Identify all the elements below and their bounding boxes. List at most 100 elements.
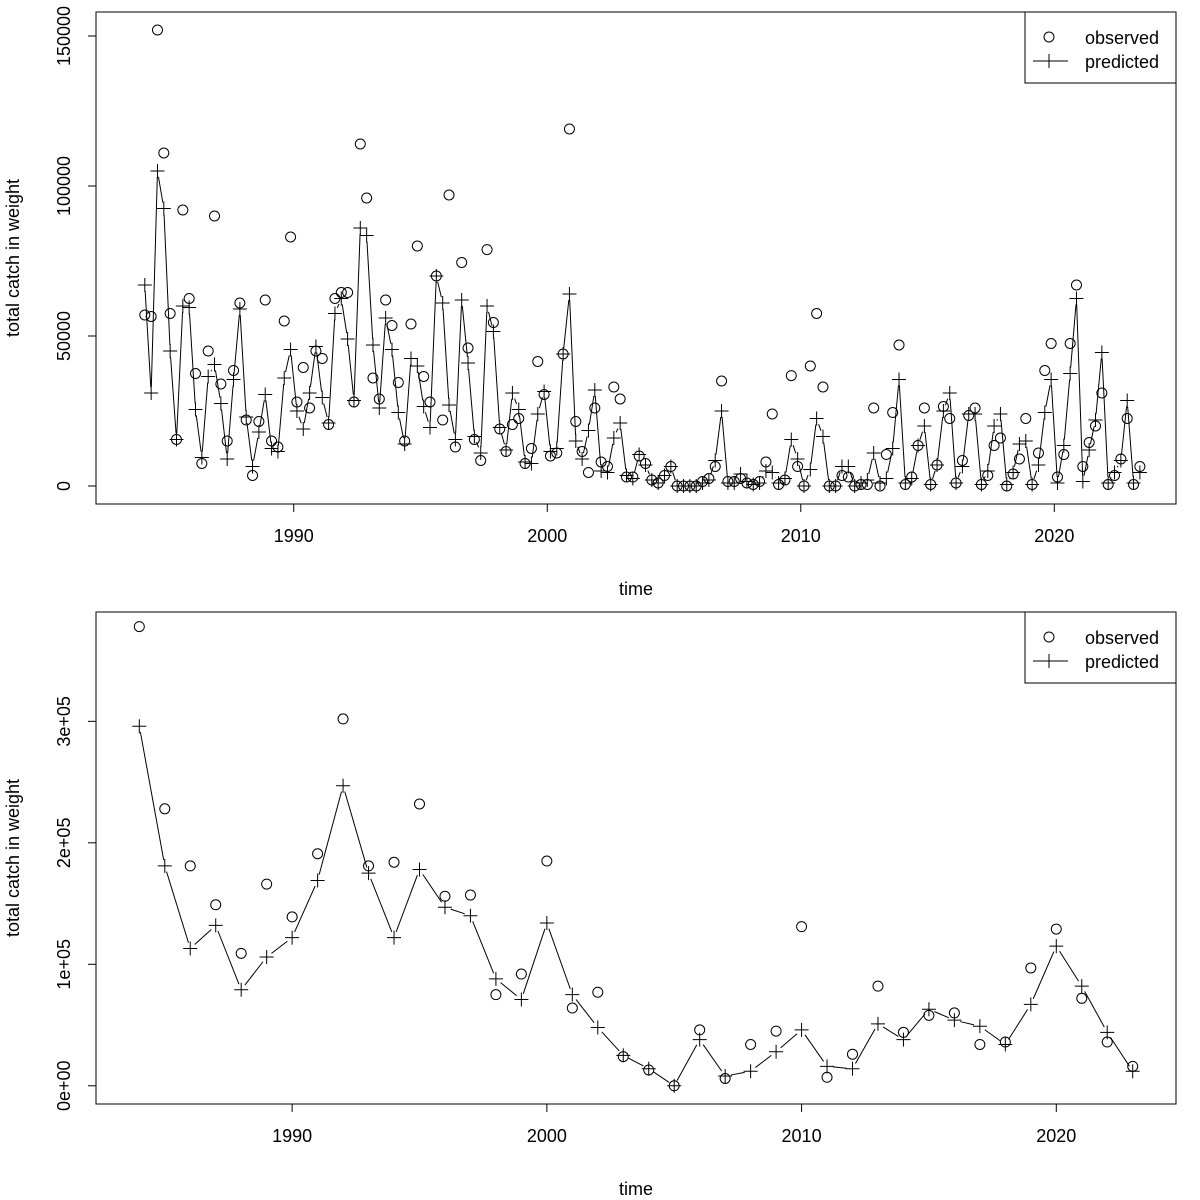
top-predicted-line-segment	[336, 303, 340, 309]
top-observed-point	[1083, 437, 1095, 448]
top-observed-point	[323, 419, 335, 430]
top-observed-point	[240, 414, 252, 426]
top-x-tick-label: 2020	[1034, 526, 1074, 546]
top-observed-point	[399, 435, 411, 447]
top-predicted-point	[587, 383, 602, 397]
bottom-legend: observed predicted	[1024, 611, 1177, 684]
top-observed-point	[1051, 471, 1063, 483]
top-observed-point	[196, 458, 208, 469]
bottom-predicted-line-segment	[906, 1013, 926, 1036]
top-observed-point	[411, 240, 423, 252]
bottom-predicted-point	[183, 941, 198, 956]
top-legend-predicted-marker	[1042, 54, 1056, 68]
bottom-observed-point	[617, 1051, 629, 1063]
top-predicted-point	[245, 459, 260, 474]
top-predicted-point	[505, 386, 520, 400]
top-observed-point	[709, 461, 721, 472]
top-observed-point	[659, 470, 671, 481]
top-observed-point	[1077, 461, 1089, 472]
top-observed-point	[544, 450, 556, 462]
bottom-observed-point	[337, 713, 349, 725]
bottom-observed-point	[261, 878, 273, 890]
top-observed-point	[348, 396, 360, 408]
top-observed-point	[1001, 480, 1013, 492]
bottom-x-tick-label: 2000	[527, 1126, 567, 1146]
top-predicted-line-segment	[195, 415, 202, 452]
top-predicted-point	[435, 296, 450, 310]
top-predicted-line-segment	[1013, 449, 1019, 467]
top-predicted-line-segment	[285, 355, 290, 373]
top-observed-point	[925, 479, 937, 490]
top-observed-point	[893, 339, 905, 351]
bottom-predicted-line-segment	[1032, 951, 1055, 1000]
top-predicted-point	[803, 462, 818, 477]
bottom-observed-point	[1076, 992, 1088, 1004]
top-predicted-line-segment	[144, 290, 152, 388]
top-observed-point	[697, 476, 709, 487]
top-y-axis-label: total catch in weight	[3, 179, 23, 337]
top-observed-point	[722, 476, 734, 487]
top-observed-point	[228, 365, 240, 376]
bottom-predicted-line-segment	[780, 1033, 798, 1049]
top-predicted-line-segment	[239, 314, 247, 412]
bottom-observed-point	[1101, 1036, 1113, 1048]
top-predicted-line-segment	[157, 176, 164, 203]
top-observed-point	[234, 297, 246, 309]
bottom-observed-point	[439, 890, 451, 902]
bottom-legend-predicted-marker	[1042, 654, 1056, 668]
top-predicted-line-segment	[849, 472, 854, 481]
top-observed-point	[912, 440, 924, 451]
top-predicted-line-segment	[556, 359, 564, 443]
top-observed-point	[1115, 453, 1127, 465]
bottom-predicted-line-segment	[1084, 991, 1105, 1028]
top-predicted-point	[708, 453, 723, 468]
bottom-predicted-line-segment	[628, 1057, 644, 1067]
top-predicted-line-segment	[163, 214, 171, 346]
top-observed-point	[354, 138, 366, 150]
top-observed-point	[633, 450, 645, 462]
bottom-plot-frame	[95, 611, 1177, 1105]
top-observed-point	[1090, 420, 1102, 432]
top-predicted-line-segment	[798, 464, 804, 481]
top-predicted-point	[765, 465, 780, 480]
top-predicted-line-segment	[868, 458, 873, 475]
top-observed-point	[652, 477, 664, 489]
top-predicted-line-segment	[996, 419, 999, 421]
top-predicted-point	[251, 425, 266, 439]
top-observed-point	[1096, 387, 1108, 399]
top-predicted-line-segment	[253, 437, 259, 461]
bottom-x-axis: 1990 2000 2010 2020	[272, 1104, 1076, 1146]
top-predicted-point	[892, 372, 907, 387]
top-observed-point	[487, 317, 499, 328]
bottom-predicted-point	[590, 1020, 605, 1035]
top-observed-point	[519, 458, 531, 469]
top-predicted-line-segment	[399, 418, 404, 439]
bottom-predicted-point	[259, 950, 274, 965]
bottom-predicted-point	[310, 873, 325, 888]
top-observed-point	[139, 309, 151, 321]
top-observed-point	[329, 293, 341, 304]
bottom-predicted-point	[336, 778, 351, 793]
top-predicted-line-segment	[1051, 385, 1058, 478]
top-predicted-line-segment	[246, 422, 253, 461]
top-observed-point	[887, 407, 899, 418]
top-observed-point	[779, 474, 791, 486]
bottom-predicted-line-segment	[1110, 1037, 1130, 1067]
top-predicted-line-segment	[468, 368, 475, 431]
top-x-tick-label: 2010	[781, 526, 821, 546]
top-predicted-line-segment	[461, 305, 468, 358]
bottom-x-axis-label: time	[619, 1179, 653, 1199]
top-predicted-point	[423, 420, 438, 435]
bottom-predicted-line-segment	[472, 921, 495, 974]
top-predicted-line-segment	[221, 409, 228, 454]
top-observed-point	[386, 320, 398, 331]
top-observed-point	[1134, 461, 1146, 472]
top-observed-point	[678, 480, 690, 492]
top-observed-point	[500, 446, 512, 457]
top-predicted-point	[613, 416, 628, 430]
bottom-observed-point	[796, 921, 808, 933]
top-observed-point	[994, 432, 1006, 444]
top-predicted-point	[575, 452, 590, 466]
top-predicted-line-segment	[582, 436, 588, 454]
top-observed-point	[475, 455, 487, 466]
